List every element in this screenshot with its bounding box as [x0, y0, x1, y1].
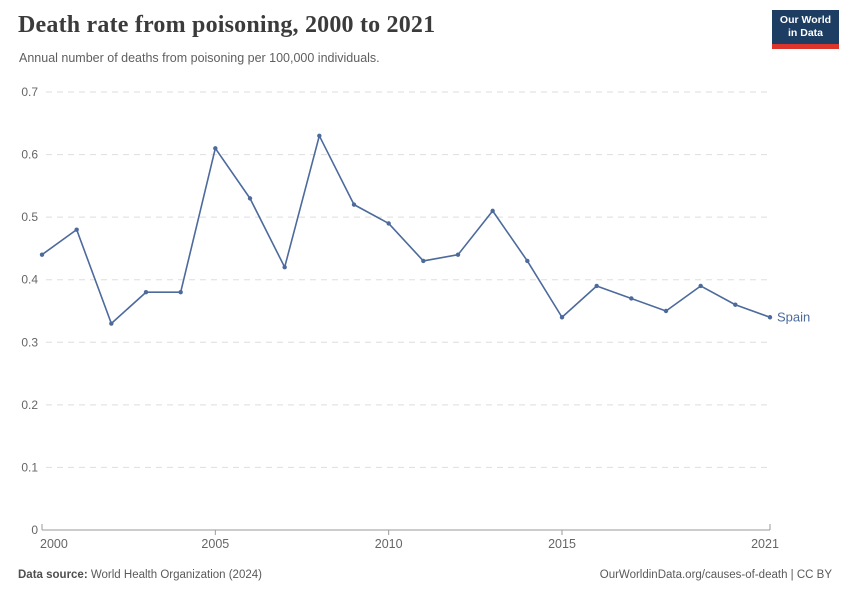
data-point-2015	[559, 315, 565, 320]
page-title: Death rate from poisoning, 2000 to 2021	[18, 12, 436, 38]
data-point-2010	[386, 221, 391, 226]
y-tick-label-0.4: 0.4	[21, 273, 38, 287]
x-tick-label-2021: 2021	[751, 537, 779, 551]
series-line-spain	[41, 135, 771, 325]
x-tick-label-2000: 2000	[40, 537, 68, 551]
y-tick-label-0.5: 0.5	[21, 210, 38, 224]
data-point-2004	[178, 290, 183, 295]
owid-logo-line1: Our World	[779, 13, 832, 26]
data-point-2002	[109, 321, 114, 326]
data-source-note: Data source: World Health Organization (…	[18, 569, 262, 581]
data-point-2000	[39, 252, 45, 257]
owid-logo-line2: in Data	[787, 27, 823, 39]
y-tick-label-0: 0	[31, 523, 38, 537]
data-source-value: World Health Organization (2024)	[90, 569, 262, 581]
attribution-link[interactable]: OurWorldinData.org/causes-of-death | CC …	[599, 569, 832, 581]
y-tick-label-0.2: 0.2	[21, 398, 38, 412]
y-tick-label-0.6: 0.6	[21, 148, 38, 162]
data-point-2007	[282, 265, 287, 270]
series-label-spain: Spain	[777, 309, 810, 324]
data-point-2020	[733, 302, 738, 307]
data-point-2003	[143, 290, 149, 295]
owid-logo-box: Our World in Data	[772, 10, 839, 44]
data-point-2001	[74, 227, 79, 232]
data-point-2017	[629, 296, 634, 301]
data-point-2014	[525, 258, 530, 264]
data-point-2013	[490, 208, 495, 214]
data-point-2011	[421, 258, 426, 264]
data-point-2018	[663, 308, 669, 314]
data-point-2008	[317, 133, 322, 138]
owid-logo-accent-strip	[772, 44, 839, 49]
y-tick-label-0.7: 0.7	[21, 85, 38, 99]
data-point-2021	[767, 315, 773, 320]
data-point-2019	[698, 283, 703, 289]
y-tick-label-0.1: 0.1	[21, 460, 38, 474]
data-point-2006	[247, 196, 253, 201]
y-tick-label-0.3: 0.3	[21, 335, 38, 349]
owid-logo[interactable]: Our World in Data	[772, 10, 839, 49]
x-tick-label-2005: 2005	[201, 537, 229, 551]
data-point-2009	[351, 202, 357, 207]
data-source-label: Data source:	[18, 569, 88, 581]
x-tick-label-2015: 2015	[548, 537, 576, 551]
page-subtitle: Annual number of deaths from poisoning p…	[19, 51, 380, 65]
data-point-2005	[213, 146, 218, 151]
x-tick-label-2010: 2010	[375, 537, 403, 551]
data-point-2012	[455, 252, 461, 257]
data-point-2016	[594, 283, 599, 289]
